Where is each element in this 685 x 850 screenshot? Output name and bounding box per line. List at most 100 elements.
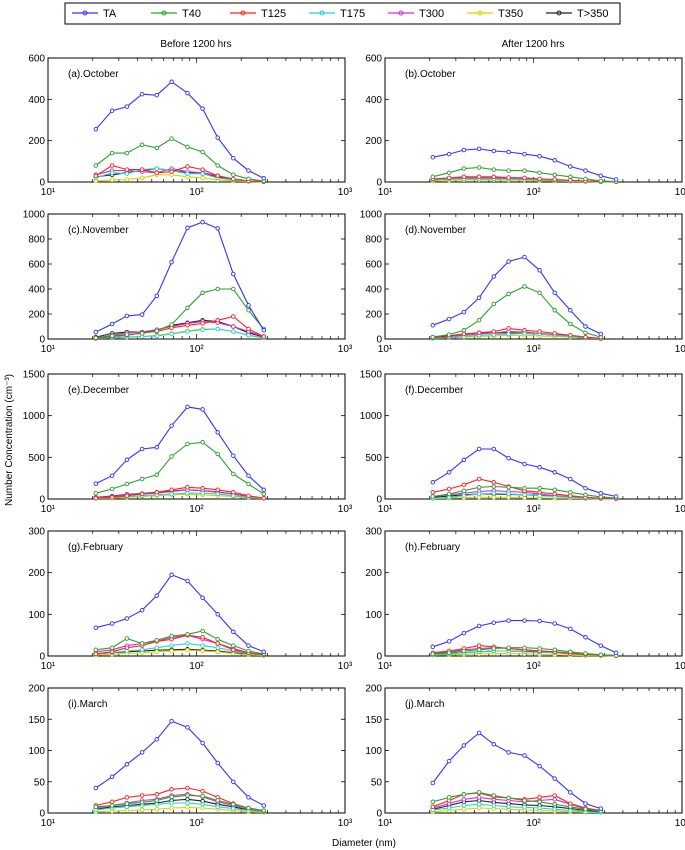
data-point xyxy=(185,785,190,791)
data-point xyxy=(537,268,542,273)
data-point xyxy=(476,318,482,323)
data-point xyxy=(200,802,205,807)
data-point xyxy=(169,322,174,327)
data-point xyxy=(169,259,174,265)
data-point xyxy=(154,490,160,495)
series-line xyxy=(95,630,264,655)
data-point xyxy=(124,762,130,767)
series-line xyxy=(95,486,264,499)
data-point xyxy=(537,176,542,182)
data-point xyxy=(506,331,511,337)
panel-label: (g).February xyxy=(68,542,123,553)
data-point xyxy=(537,805,542,811)
data-point xyxy=(506,491,511,497)
data-point xyxy=(491,803,497,808)
series-line xyxy=(432,807,601,813)
data-point xyxy=(231,324,236,329)
data-point xyxy=(461,648,467,654)
x-axis-title: Diameter (nm) xyxy=(332,838,396,849)
data-point xyxy=(109,774,115,780)
data-point xyxy=(231,176,236,182)
series-line xyxy=(95,489,264,499)
data-point xyxy=(169,454,174,459)
data-point xyxy=(139,91,145,97)
data-point xyxy=(109,621,115,626)
data-point xyxy=(491,274,497,279)
data-point xyxy=(246,493,251,498)
x-tick-label: 10³ xyxy=(675,504,685,515)
series-line xyxy=(95,288,265,339)
data-point xyxy=(568,649,573,655)
legend-box xyxy=(64,2,621,25)
data-point xyxy=(215,226,220,231)
data-point xyxy=(200,321,205,326)
data-point xyxy=(124,616,130,621)
data-point xyxy=(246,303,251,308)
legend-entry: T125 xyxy=(230,8,286,20)
data-point xyxy=(231,802,236,807)
series-TA xyxy=(430,146,619,182)
chart-panel: 0 200 400 600 10¹ 10² 10³ (a).October xyxy=(28,54,353,199)
series-TA xyxy=(93,79,267,181)
data-point xyxy=(461,309,467,315)
x-tick-label: 10³ xyxy=(338,187,353,198)
data-point xyxy=(154,328,160,334)
data-point xyxy=(522,328,527,333)
series-TA xyxy=(93,219,267,335)
data-point xyxy=(552,491,557,497)
x-tick-label: 10¹ xyxy=(378,661,393,672)
data-point xyxy=(552,308,557,313)
x-tick-label: 10² xyxy=(526,187,541,198)
series-line xyxy=(95,320,264,339)
panel-label: (c).November xyxy=(68,225,129,236)
data-point xyxy=(261,491,267,497)
y-tick-label: 1500 xyxy=(360,370,383,381)
data-point xyxy=(185,485,190,490)
data-point xyxy=(246,805,251,811)
y-tick-label: 1000 xyxy=(23,210,46,221)
data-point xyxy=(598,652,604,658)
data-point xyxy=(124,171,130,176)
data-point xyxy=(491,620,497,625)
chart-panel: 0 100 200 300 10¹ 10² 10³ (g).February xyxy=(28,527,353,673)
data-point xyxy=(246,333,251,338)
data-point xyxy=(200,490,205,496)
data-point xyxy=(215,451,220,457)
data-point xyxy=(246,481,251,487)
series-TA xyxy=(430,730,604,811)
data-point xyxy=(200,788,205,794)
data-point xyxy=(215,430,220,435)
data-point xyxy=(185,800,190,806)
data-point xyxy=(169,718,174,724)
x-tick-label: 10³ xyxy=(338,818,353,829)
series-line xyxy=(95,806,264,813)
data-point xyxy=(109,321,115,327)
data-point xyxy=(215,637,220,642)
data-point xyxy=(446,650,452,655)
data-point xyxy=(231,329,236,334)
series-line xyxy=(95,492,264,499)
data-point xyxy=(215,173,220,179)
chart-panel: 0 50 100 150 200 10¹ 10² 10³ (j).March xyxy=(365,684,685,830)
panel-label: (h).February xyxy=(405,542,460,553)
series-T40 xyxy=(430,645,619,658)
data-point xyxy=(552,802,557,807)
data-point xyxy=(246,176,251,182)
panels: 0 200 400 600 10¹ 10² 10³ (a).October 0 200 400 600… xyxy=(23,54,685,830)
data-point xyxy=(169,487,174,493)
data-point xyxy=(93,127,99,132)
legend: TA T40 T125 T175 T300 T350 T>350 xyxy=(64,2,621,25)
data-point xyxy=(200,290,205,296)
data-point xyxy=(124,150,130,156)
data-point xyxy=(446,758,452,764)
series-TA xyxy=(430,254,604,337)
x-tick-label: 10³ xyxy=(338,504,353,515)
y-tick-label: 150 xyxy=(365,715,382,726)
data-point xyxy=(552,290,557,296)
data-point xyxy=(185,323,190,328)
y-tick-label: 600 xyxy=(365,260,382,271)
data-point xyxy=(476,790,482,795)
data-point xyxy=(185,632,190,637)
x-tick-label: 10² xyxy=(189,187,204,198)
x-tick-label: 10³ xyxy=(675,187,685,198)
